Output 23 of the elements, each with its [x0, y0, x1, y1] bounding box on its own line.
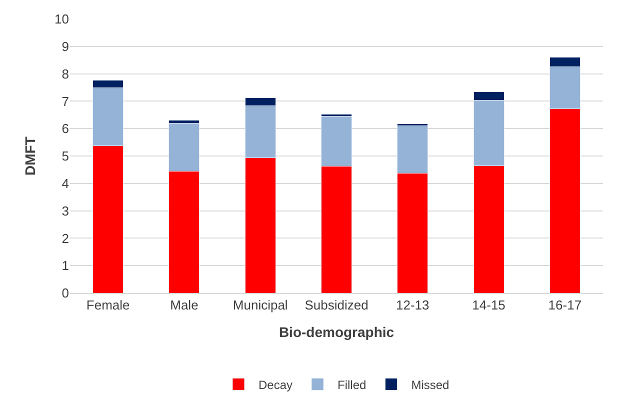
y-tick-label: 8 [62, 66, 69, 82]
y-tick-label: 9 [62, 38, 69, 54]
x-tick-label: 12-13 [396, 298, 430, 313]
x-tick-label: Subsidized [304, 298, 368, 313]
y-tick-label: 1 [62, 258, 69, 274]
y-tick-label: 6 [62, 121, 69, 136]
legend-label: Missed [411, 378, 450, 392]
y-tick-label: 5 [62, 148, 69, 164]
y-tick-label: 3 [62, 203, 69, 218]
x-tick-label: Municipal [232, 298, 288, 313]
y-tick-label: 10 [54, 12, 69, 27]
y-tick-label: 4 [62, 176, 69, 191]
y-tick-label: 2 [62, 230, 69, 246]
x-tick-label: 16-17 [548, 298, 582, 313]
x-tick-label: 14-15 [472, 298, 506, 313]
y-axis-title: DMFT [22, 136, 38, 176]
y-tick-label: 0 [62, 286, 69, 301]
legend-label: Filled [338, 378, 366, 392]
x-tick-label: Female [86, 298, 130, 313]
y-tick-label: 7 [62, 94, 69, 109]
x-tick-label: Male [170, 298, 198, 313]
legend-label: Decay [258, 378, 293, 392]
x-axis-title: Bio-demographic [278, 324, 394, 340]
